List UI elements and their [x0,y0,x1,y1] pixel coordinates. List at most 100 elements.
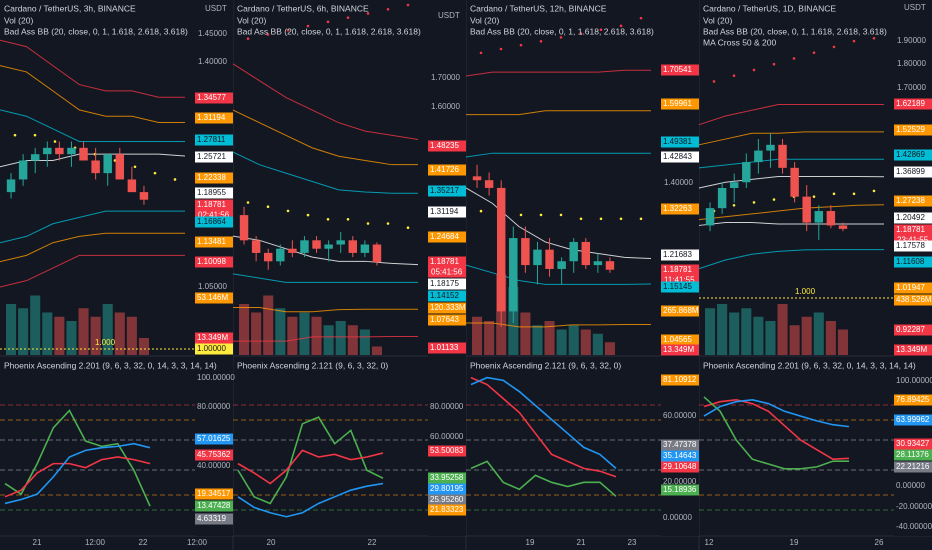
candle-body [360,244,370,253]
osc-line [703,396,849,470]
sar-dot [792,57,796,60]
volume-bar [765,321,776,355]
date-label: 20 [267,538,276,547]
price-tag [661,334,699,346]
osc-tag-label: 15.18936 [663,485,697,494]
price-tag-label: 265.868M [663,306,699,315]
band-line [233,307,418,313]
osc-tag-label: 57.01625 [197,434,231,443]
band-line [232,151,418,194]
sar-dot [852,39,856,43]
price-tag-label: 1.13481 [197,237,226,246]
osc-tag-label: 63.99962 [896,415,930,424]
price-tag-label: 1.18781 [663,265,692,274]
candle-body [312,240,321,249]
volume-bar [837,329,848,355]
osc-line [703,398,850,461]
osc-line [470,460,617,497]
osc-tag [661,484,699,496]
candle-body [336,240,345,245]
price-tag-label: 1.16864 [197,217,226,226]
price-tag-label: 1.41726 [430,165,459,174]
sar-dot [173,178,177,181]
indicator-label: Vol (20) [703,15,732,25]
indicator-label: Vol (20) [470,15,499,25]
candle-body [496,187,506,312]
volume-bar [323,325,334,355]
osc-tag-label: 45.75362 [197,450,231,459]
price-tag-label: 1.70541 [663,65,692,74]
price-tick-label: 1.70000 [897,83,926,92]
sar-dot [499,47,503,51]
price-tag [661,151,699,163]
volume-bar [371,346,382,355]
band-line [232,235,419,266]
price-tag-label: 1.22338 [197,173,226,182]
osc-tag-label: 76.89425 [896,395,930,404]
volume-bar [287,316,298,355]
candle-body [30,154,40,161]
volume-bar [592,333,603,355]
price-tag [195,236,233,248]
osc-tick-label: 0.00000 [896,481,925,490]
osc-tick-label: 100.00000 [197,373,235,382]
price-tag [195,134,233,146]
price-tag-label: 1.10098 [197,257,226,266]
sar-dot [872,36,876,40]
osc-line [4,456,151,498]
price-tag-label: 1.24684 [430,232,459,241]
price-tag [894,224,932,236]
volume-bar [604,342,615,355]
sar-dot [872,189,876,193]
osc-tag [195,488,233,500]
candle-body [91,160,100,174]
osc-tick-label: 80.00000 [430,402,464,411]
osc-tag-label: 19.34517 [197,489,231,498]
countdown-label: 02:41:56 [198,211,230,220]
band-line [465,152,651,158]
volume-bar [299,312,310,355]
price-tag [894,294,932,306]
sar-dot [246,37,250,40]
indicator-label: MA Cross 50 & 200 [703,37,777,47]
sar-dot [519,213,523,217]
price-tag [894,166,932,178]
sar-dot [812,51,816,54]
candle-body [593,261,603,266]
osc-tag-label: 30.93427 [896,439,930,448]
volume-bar [705,308,716,355]
countdown-label: 05:41:56 [431,268,463,277]
band-line [466,110,651,116]
sar-dot [772,198,776,201]
price-tag [428,278,466,290]
price-tag [661,136,699,148]
price-tag [894,256,932,268]
sar-dot [366,12,370,15]
price-tag [428,256,466,268]
price-tag-label: 1.04565 [663,335,692,344]
sar-dot [406,3,410,7]
osc-tag-label: 35.14643 [663,451,697,460]
price-tag-label: 1.14152 [430,291,459,300]
osc-tag [894,438,932,450]
price-tag-label: 1.07643 [430,315,459,324]
date-label: 19 [790,538,799,547]
date-label: 22 [368,538,377,547]
candle-body [67,147,76,155]
candle-body [79,147,88,161]
price-tag [428,314,466,326]
price-tag [195,216,233,228]
volume-bar [741,308,752,355]
osc-line [4,442,151,505]
sar-dot [246,201,250,204]
price-tag-label: 438.526M [896,295,932,304]
volume-bar [90,316,101,355]
date-label: 26 [875,538,884,547]
indicator-label: Bad Ass BB (20, close, 0, 1, 1.618, 2.61… [4,26,188,36]
sar-dot [266,205,270,208]
price-tag [894,124,932,136]
price-tag [894,344,932,356]
price-tag [195,92,233,104]
volume-bar [359,329,370,355]
